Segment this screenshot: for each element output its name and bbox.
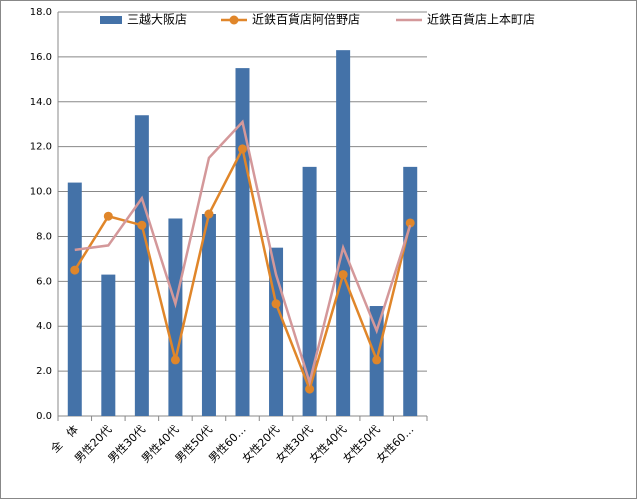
y-tick-label: 12.0 — [30, 142, 52, 153]
y-tick-label: 4.0 — [36, 321, 52, 332]
marker — [238, 144, 247, 154]
bar — [336, 50, 351, 417]
marker — [137, 220, 147, 230]
y-tick-label: 10.0 — [30, 187, 52, 198]
y-tick-label: 16.0 — [30, 52, 52, 63]
bar — [168, 218, 183, 416]
y-tick-label: 18.0 — [30, 7, 52, 18]
marker — [271, 299, 281, 309]
bar — [302, 166, 317, 416]
marker — [372, 355, 382, 365]
bar — [403, 166, 418, 416]
marker — [70, 265, 80, 275]
bar — [101, 274, 116, 416]
marker — [305, 384, 315, 394]
y-tick-label: 8.0 — [36, 231, 52, 242]
marker — [204, 209, 214, 219]
marker — [103, 211, 113, 221]
line — [74, 119, 412, 387]
bar — [67, 182, 82, 416]
legend-swatch — [100, 16, 122, 24]
legend-label: 近鉄百貨店阿倍野店 — [252, 12, 360, 27]
marker — [405, 218, 415, 228]
legend-marker — [229, 15, 239, 25]
y-tick-label: 6.0 — [36, 276, 52, 287]
legend-label: 近鉄百貨店上本町店 — [427, 12, 535, 27]
legend-label: 三越大阪店 — [127, 13, 187, 27]
y-tick-label: 0.0 — [36, 411, 52, 422]
y-tick-label: 2.0 — [36, 366, 52, 377]
bar — [134, 115, 149, 416]
y-tick-label: 14.0 — [30, 97, 52, 108]
bar — [201, 214, 216, 416]
marker — [338, 270, 348, 280]
marker — [170, 355, 180, 365]
